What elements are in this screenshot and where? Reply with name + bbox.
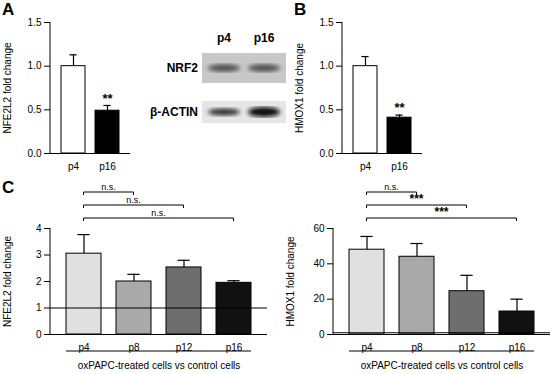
svg-text:p16: p16 [391, 161, 408, 172]
svg-text:oxPAPC-treated cells vs contro: oxPAPC-treated cells vs control cells [361, 360, 524, 371]
svg-text:0.5: 0.5 [320, 104, 334, 115]
svg-text:0.0: 0.0 [320, 148, 334, 159]
svg-text:p4: p4 [361, 341, 373, 353]
svg-text:1.5: 1.5 [28, 17, 42, 28]
svg-text:n.s.: n.s. [101, 182, 116, 192]
svg-text:p16: p16 [225, 341, 243, 353]
svg-text:0: 0 [319, 329, 325, 340]
svg-text:1: 1 [36, 302, 42, 313]
svg-text:1.0: 1.0 [320, 60, 334, 71]
svg-text:p12: p12 [458, 341, 476, 353]
svg-text:1.5: 1.5 [320, 17, 334, 28]
svg-text:3: 3 [36, 249, 42, 260]
svg-text:20: 20 [313, 293, 325, 304]
svg-text:NFE2L2 fold change: NFE2L2 fold change [2, 235, 13, 327]
svg-text:p8: p8 [411, 341, 423, 353]
svg-text:β-ACTIN: β-ACTIN [150, 105, 198, 119]
svg-text:p12: p12 [175, 341, 193, 353]
svg-text:NRF2: NRF2 [167, 61, 199, 75]
svg-text:HMOX1 fold change: HMOX1 fold change [294, 43, 305, 133]
html-text:C: C [2, 178, 15, 197]
svg-text:p4: p4 [360, 161, 372, 172]
svg-text:40: 40 [313, 258, 325, 269]
svg-text:p16: p16 [508, 341, 526, 353]
html-text:B: B [294, 0, 307, 19]
svg-text:HMOX1 fold change: HMOX1 fold change [285, 236, 296, 326]
svg-text:NFE2L2 fold change: NFE2L2 fold change [2, 42, 13, 134]
svg-text:2: 2 [36, 276, 42, 287]
svg-text:4: 4 [36, 223, 42, 234]
svg-text:p16: p16 [254, 31, 275, 45]
svg-text:0.5: 0.5 [28, 104, 42, 115]
svg-text:p4: p4 [78, 341, 90, 353]
svg-text:**: ** [102, 91, 113, 106]
svg-text:n.s.: n.s. [151, 208, 166, 218]
svg-text:**: ** [394, 100, 405, 115]
svg-text:0: 0 [36, 329, 42, 340]
svg-text:p4: p4 [217, 31, 231, 45]
svg-text:1.0: 1.0 [28, 60, 42, 71]
svg-text:n.s.: n.s. [126, 195, 141, 205]
svg-text:oxPAPC-treated cells vs contro: oxPAPC-treated cells vs control cells [78, 360, 241, 371]
svg-text:p4: p4 [68, 161, 80, 172]
svg-text:0.0: 0.0 [28, 148, 42, 159]
svg-text:n.s.: n.s. [384, 182, 399, 192]
svg-text:p8: p8 [128, 341, 140, 353]
svg-text:***: *** [434, 205, 448, 219]
svg-text:p16: p16 [99, 161, 116, 172]
html-text:A: A [2, 0, 15, 19]
svg-text:***: *** [409, 192, 423, 206]
svg-text:60: 60 [313, 223, 325, 234]
